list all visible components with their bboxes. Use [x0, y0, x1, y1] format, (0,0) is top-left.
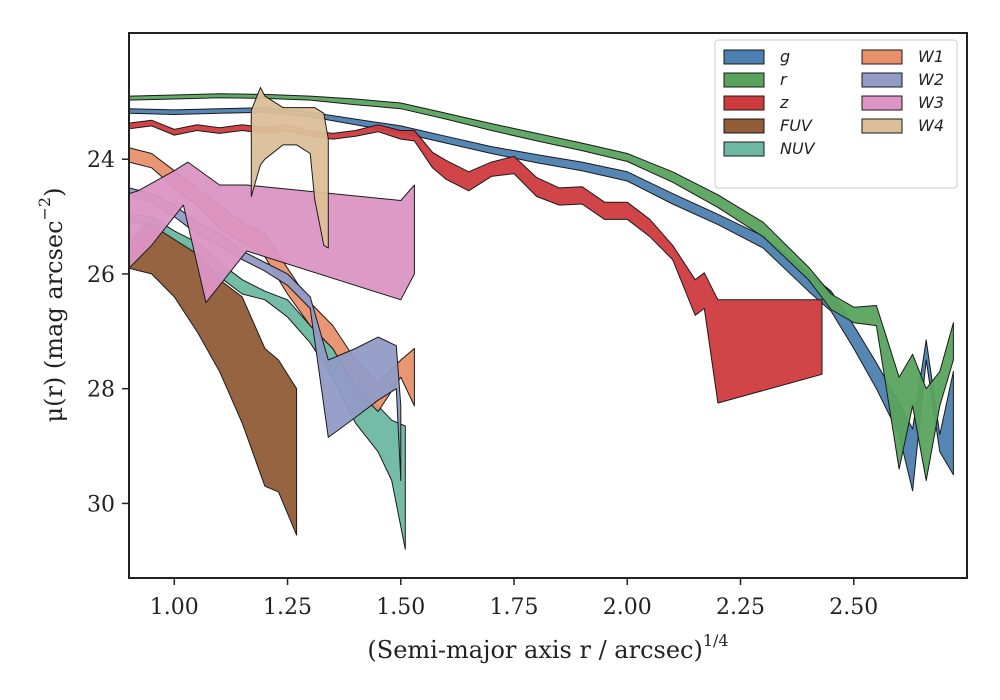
legend-label-g: g: [780, 47, 790, 66]
y-axis-label-superscript: −2: [35, 197, 54, 221]
x-tick-label: 1.00: [150, 595, 199, 620]
y-tick-label: 24: [87, 148, 115, 173]
y-tick-label: 28: [87, 378, 115, 403]
legend-label-w4: W4: [918, 116, 944, 135]
legend-swatch-w4: [861, 118, 903, 134]
legend-swatch-z: [723, 95, 765, 111]
y-axis-ticks: 24 26 28 30: [87, 148, 129, 517]
legend-label-w3: W3: [918, 93, 944, 112]
y-tick-label: 26: [87, 263, 115, 288]
legend: grz FUV NUV W1 W2 W3 W4: [714, 39, 958, 189]
legend-label-z: z: [779, 93, 789, 112]
x-tick-label: 2.50: [829, 595, 878, 620]
series-band-g: [129, 107, 954, 492]
x-axis-ticks: 1.00 1.25 1.50 1.75 2.00 2.25 2.50: [150, 578, 878, 620]
x-axis-label-main: (Semi-major axis r / arcsec): [367, 636, 702, 664]
x-axis-label-superscript: 1/4: [703, 631, 729, 650]
y-tick-label: 30: [87, 492, 115, 517]
legend-swatch-g: [723, 49, 765, 65]
x-axis-label: (Semi-major axis r / arcsec)1/4: [367, 631, 728, 664]
legend-swatch-w1: [861, 49, 903, 65]
series-band-w4: [250, 87, 329, 249]
plot-frame: [128, 32, 968, 579]
legend-label-w2: W2: [918, 70, 944, 89]
legend-label-r: r: [780, 70, 788, 89]
x-tick-label: 2.00: [603, 595, 652, 620]
y-axis-label: μ(r) (mag arcsec−2): [35, 188, 68, 423]
y-axis-label-main: μ(r) (mag arcsec: [40, 220, 68, 422]
legend-swatch-nuv: [723, 141, 765, 157]
x-tick-label: 1.50: [376, 595, 425, 620]
series-layer: [129, 87, 954, 550]
y-axis-label-close: ): [40, 188, 68, 197]
series-band-r: [129, 93, 954, 481]
series-band-w3: [129, 161, 415, 304]
legend-label-nuv: NUV: [780, 139, 816, 158]
legend-label-w1: W1: [918, 47, 944, 66]
legend-swatch-w3: [861, 95, 903, 111]
legend-swatch-r: [723, 72, 765, 88]
x-tick-label: 2.25: [716, 595, 765, 620]
legend-swatch-w2: [861, 72, 903, 88]
series-band-z: [129, 119, 823, 404]
x-tick-label: 1.75: [490, 595, 539, 620]
legend-label-fuv: FUV: [780, 116, 813, 135]
legend-swatch-fuv: [723, 118, 765, 134]
x-tick-label: 1.25: [263, 595, 312, 620]
